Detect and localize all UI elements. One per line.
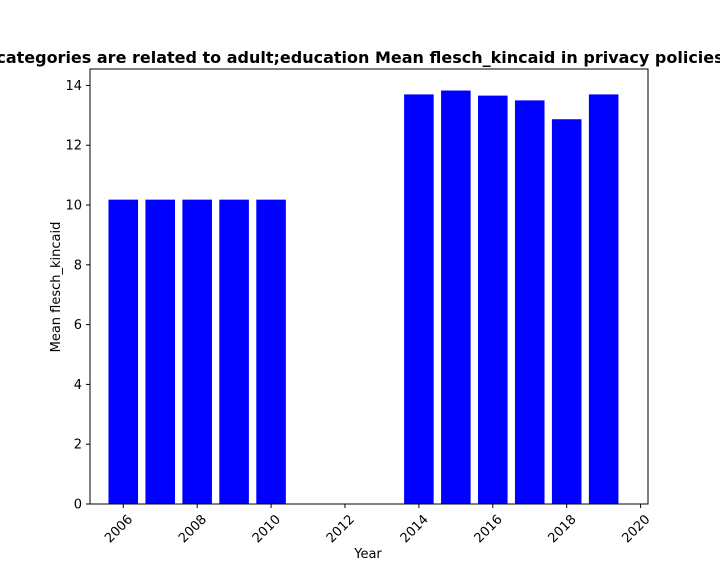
x-axis-ticks: 2006 2008 2010 2012 2014 2016 2018 2020 [102,504,653,546]
x-tick-label: 2018 [546,512,580,546]
y-tick-label: 2 [74,438,82,453]
bars-group [108,90,619,505]
bar-2015 [441,90,471,505]
y-tick-label: 0 [74,498,82,513]
x-tick-label: 2010 [250,512,284,546]
x-tick-label: 2020 [619,512,653,546]
y-axis-label: Mean flesch_kincaid [49,222,64,353]
bar-2007 [145,199,175,505]
bar-2006 [108,199,139,505]
y-tick-label: 4 [74,378,82,393]
bar-2017 [514,100,545,504]
y-tick-label: 12 [65,139,82,154]
x-tick-label: 2008 [176,512,210,546]
x-tick-label: 2016 [472,512,506,546]
bar-2016 [478,95,508,504]
y-tick-label: 6 [74,318,82,333]
bar-2008 [182,199,212,505]
x-tick-label: 2012 [324,512,358,546]
plot-area-frame [89,68,649,505]
bar-2019 [588,94,619,505]
x-axis-label: Year [353,547,382,562]
y-tick-label: 8 [74,258,82,273]
bar-2018 [551,119,582,504]
bar-2009 [219,199,249,505]
y-tick-label: 14 [65,79,82,94]
bar-2014 [404,94,434,505]
x-tick-label: 2014 [398,512,432,546]
x-tick-label: 2006 [102,512,136,546]
y-axis-ticks: 0 2 4 6 8 10 12 14 [65,79,90,513]
bar-2010 [256,199,286,505]
chart-title: categories are related to adult;educatio… [0,48,720,67]
y-tick-label: 10 [65,199,82,214]
